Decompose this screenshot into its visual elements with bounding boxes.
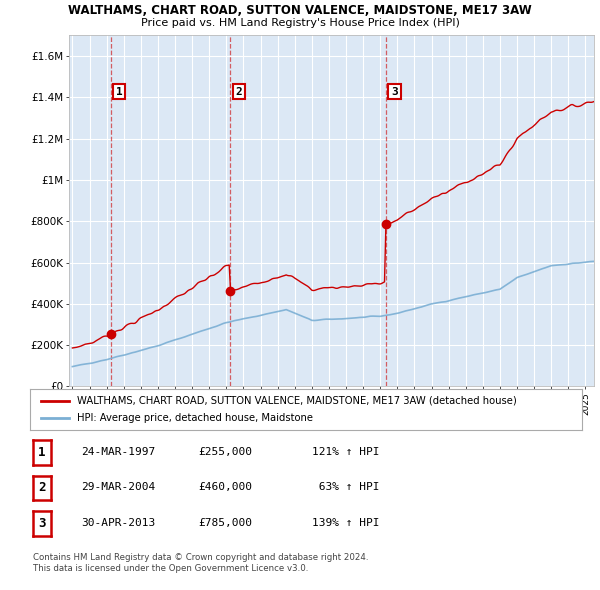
Text: 3: 3 bbox=[38, 517, 46, 530]
Text: 2: 2 bbox=[236, 87, 242, 97]
Text: 1: 1 bbox=[116, 87, 122, 97]
Text: 29-MAR-2004: 29-MAR-2004 bbox=[81, 483, 155, 492]
Text: 63% ↑ HPI: 63% ↑ HPI bbox=[312, 483, 380, 492]
Text: WALTHAMS, CHART ROAD, SUTTON VALENCE, MAIDSTONE, ME17 3AW: WALTHAMS, CHART ROAD, SUTTON VALENCE, MA… bbox=[68, 4, 532, 17]
Text: £460,000: £460,000 bbox=[198, 483, 252, 492]
Text: 121% ↑ HPI: 121% ↑ HPI bbox=[312, 447, 380, 457]
Text: This data is licensed under the Open Government Licence v3.0.: This data is licensed under the Open Gov… bbox=[33, 565, 308, 573]
Text: Price paid vs. HM Land Registry's House Price Index (HPI): Price paid vs. HM Land Registry's House … bbox=[140, 18, 460, 28]
Text: 1: 1 bbox=[38, 446, 46, 459]
Text: 3: 3 bbox=[391, 87, 398, 97]
Text: WALTHAMS, CHART ROAD, SUTTON VALENCE, MAIDSTONE, ME17 3AW (detached house): WALTHAMS, CHART ROAD, SUTTON VALENCE, MA… bbox=[77, 396, 517, 406]
Text: 139% ↑ HPI: 139% ↑ HPI bbox=[312, 518, 380, 527]
Text: 30-APR-2013: 30-APR-2013 bbox=[81, 518, 155, 527]
Text: £255,000: £255,000 bbox=[198, 447, 252, 457]
Text: 2: 2 bbox=[38, 481, 46, 494]
Text: 24-MAR-1997: 24-MAR-1997 bbox=[81, 447, 155, 457]
Text: Contains HM Land Registry data © Crown copyright and database right 2024.: Contains HM Land Registry data © Crown c… bbox=[33, 553, 368, 562]
Text: £785,000: £785,000 bbox=[198, 518, 252, 527]
Text: HPI: Average price, detached house, Maidstone: HPI: Average price, detached house, Maid… bbox=[77, 413, 313, 423]
